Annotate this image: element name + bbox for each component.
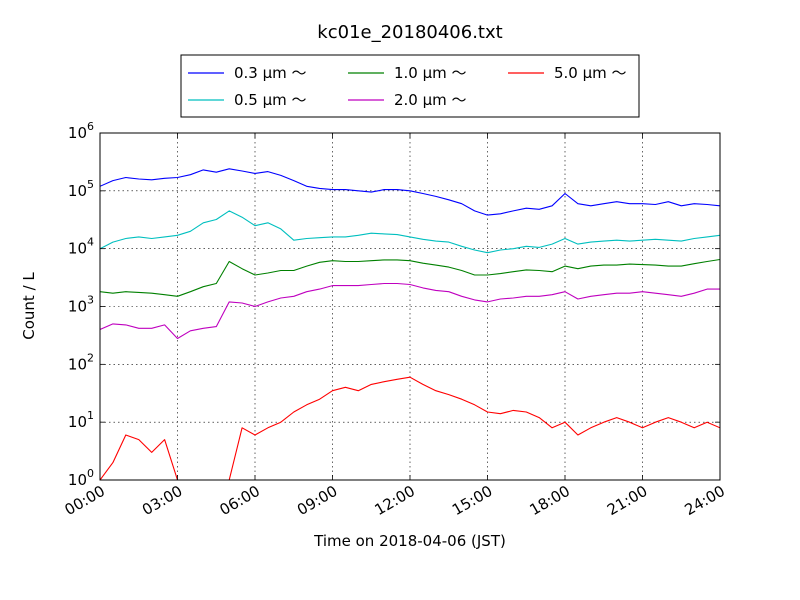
y-tick-label: 105	[68, 178, 94, 200]
series-line-4	[100, 376, 720, 480]
y-tick-label: 103	[68, 294, 94, 316]
legend-label: 5.0 μm ～	[554, 64, 627, 82]
series-line-0	[100, 168, 720, 216]
series-line-1	[100, 210, 720, 254]
grid	[100, 133, 720, 480]
legend-label: 2.0 μm ～	[394, 91, 467, 109]
plot-frame	[99, 132, 721, 481]
y-axis-label: Count / L	[20, 272, 38, 340]
y-tick-label: 102	[68, 351, 94, 373]
x-tick-label: 21:00	[604, 482, 650, 519]
legend-label: 0.5 μm ～	[234, 91, 307, 109]
x-tick-label: 24:00	[682, 482, 728, 519]
x-tick-label: 15:00	[449, 482, 495, 519]
series-line-2	[100, 258, 720, 297]
x-tick-label: 09:00	[294, 482, 340, 519]
x-tick-label: 06:00	[217, 482, 263, 519]
x-tick-label: 18:00	[527, 482, 573, 519]
ticks: 00:00 03:00 06:00 09:00 12:00 15:00 18:00 21:00…	[62, 120, 728, 519]
x-tick-label: 12:00	[372, 482, 418, 519]
x-axis-label: Time on 2018-04-06 (JST)	[313, 532, 506, 550]
legend: 0.3 μm ～ 1.0 μm ～ 5.0 μm ～ 0.5 μm ～ 2.0 μm ～	[180, 54, 640, 118]
series-layer	[100, 168, 720, 480]
y-tick-label: 106	[68, 120, 94, 142]
chart-title: kc01e_20180406.txt	[317, 22, 502, 43]
legend-box	[180, 54, 640, 118]
y-tick-label: 101	[68, 409, 94, 431]
legend-label: 0.3 μm ～	[234, 64, 307, 82]
y-tick-label: 100	[68, 467, 94, 489]
legend-label: 1.0 μm ～	[394, 64, 467, 82]
series-line-3	[100, 282, 720, 340]
x-tick-label: 03:00	[139, 482, 185, 519]
y-tick-label: 104	[68, 236, 94, 258]
